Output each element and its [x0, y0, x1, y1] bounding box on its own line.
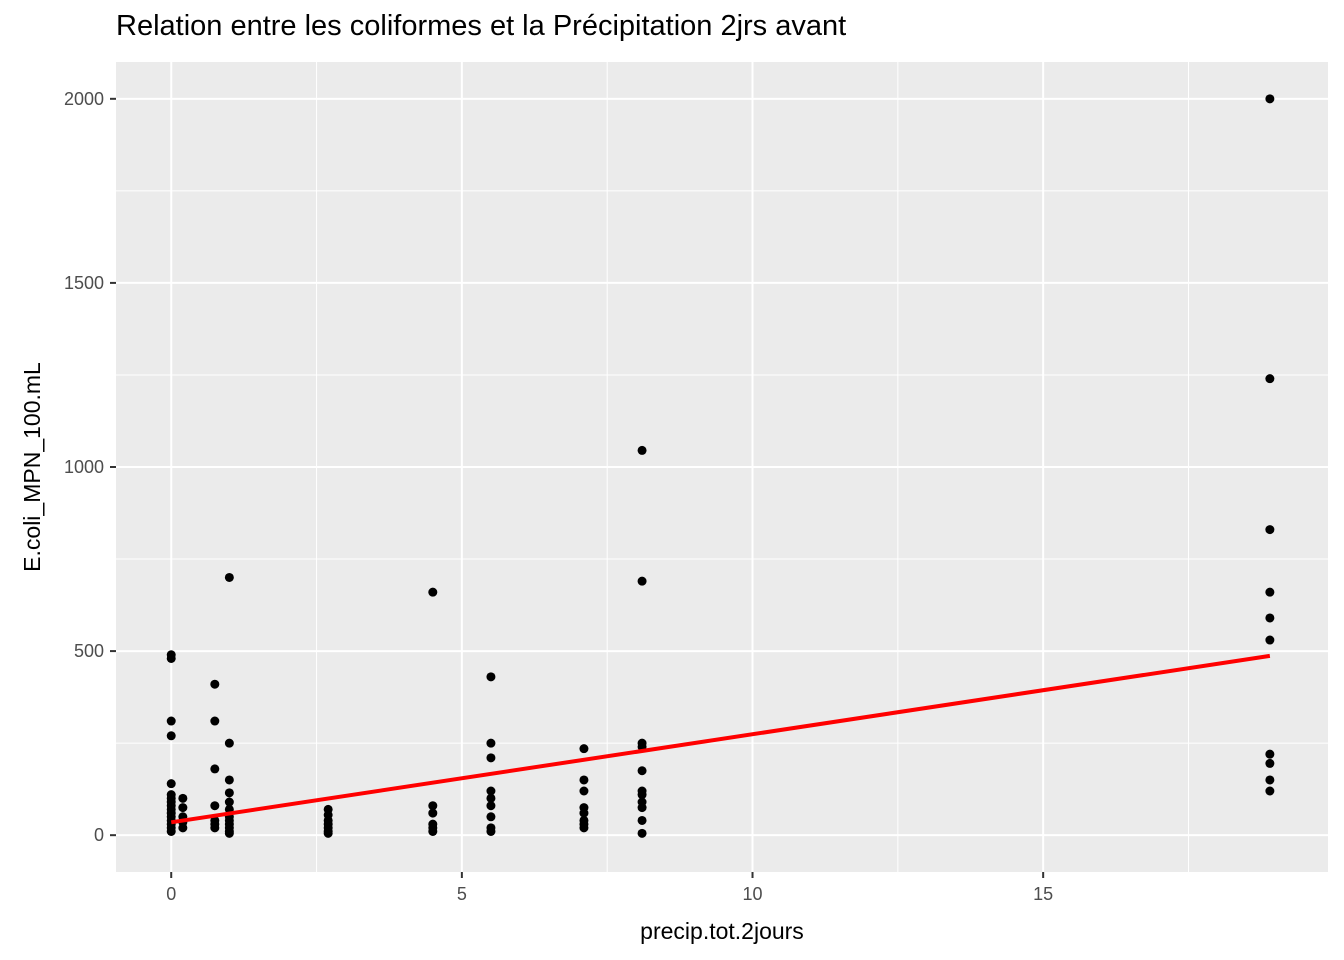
data-point: [210, 823, 220, 833]
data-point: [637, 766, 647, 776]
data-point: [428, 587, 438, 597]
x-axis: 0 5 10 15: [166, 872, 1053, 904]
data-point: [1265, 374, 1275, 384]
data-point: [224, 775, 234, 785]
data-point: [579, 823, 589, 833]
data-point: [323, 828, 333, 838]
data-point: [637, 803, 647, 813]
data-point: [486, 738, 496, 748]
data-point: [1265, 94, 1275, 104]
y-tick-label: 0: [94, 825, 104, 845]
x-axis-title: precip.tot.2jours: [640, 918, 804, 944]
y-tick-label: 1500: [64, 273, 104, 293]
data-point: [166, 731, 176, 741]
data-point: [486, 793, 496, 803]
y-axis-title: E.coli_MPN_100.mL: [19, 362, 45, 572]
data-point: [210, 679, 220, 689]
y-tick-label: 1000: [64, 457, 104, 477]
data-point: [224, 797, 234, 807]
chart-title: Relation entre les coliformes et la Préc…: [116, 10, 847, 42]
data-point: [1265, 587, 1275, 597]
data-point: [637, 445, 647, 455]
regression-line: [170, 653, 1271, 825]
data-point: [178, 793, 188, 803]
data-point: [224, 572, 234, 582]
data-point: [486, 672, 496, 682]
regression-line-group: [170, 653, 1271, 825]
data-point: [579, 786, 589, 796]
data-point: [178, 803, 188, 813]
data-point: [166, 653, 176, 663]
data-point: [224, 788, 234, 798]
data-point: [486, 786, 496, 796]
data-point: [1265, 613, 1275, 623]
data-point: [224, 738, 234, 748]
data-point: [428, 801, 438, 811]
data-point: [637, 790, 647, 800]
data-point: [210, 764, 220, 774]
data-point: [1265, 635, 1275, 645]
data-point: [486, 753, 496, 763]
data-point: [486, 827, 496, 836]
data-point: [224, 828, 234, 838]
data-point: [1265, 786, 1275, 796]
x-tick-label: 10: [743, 884, 763, 904]
data-point: [166, 827, 176, 836]
data-points: [166, 94, 1275, 838]
data-point: [486, 801, 496, 811]
data-point: [428, 827, 438, 836]
data-point: [1265, 775, 1275, 785]
y-tick-label: 2000: [64, 89, 104, 109]
y-axis: 0 500 1000 1500 2000: [64, 89, 116, 845]
data-point: [210, 716, 220, 726]
data-point: [579, 808, 589, 818]
data-point: [486, 812, 496, 822]
data-point: [579, 744, 589, 754]
data-point: [637, 828, 647, 838]
y-tick-label: 500: [74, 641, 104, 661]
data-point: [579, 775, 589, 785]
data-point: [1265, 525, 1275, 535]
data-point: [178, 823, 188, 833]
data-point: [637, 576, 647, 586]
data-point: [166, 779, 176, 789]
data-point: [637, 815, 647, 825]
data-point: [166, 716, 176, 726]
x-tick-label: 0: [166, 884, 176, 904]
x-tick-label: 5: [457, 884, 467, 904]
x-tick-label: 15: [1033, 884, 1053, 904]
data-point: [1265, 758, 1275, 768]
data-point: [210, 801, 220, 811]
data-point: [1265, 749, 1275, 759]
data-point: [428, 808, 438, 818]
